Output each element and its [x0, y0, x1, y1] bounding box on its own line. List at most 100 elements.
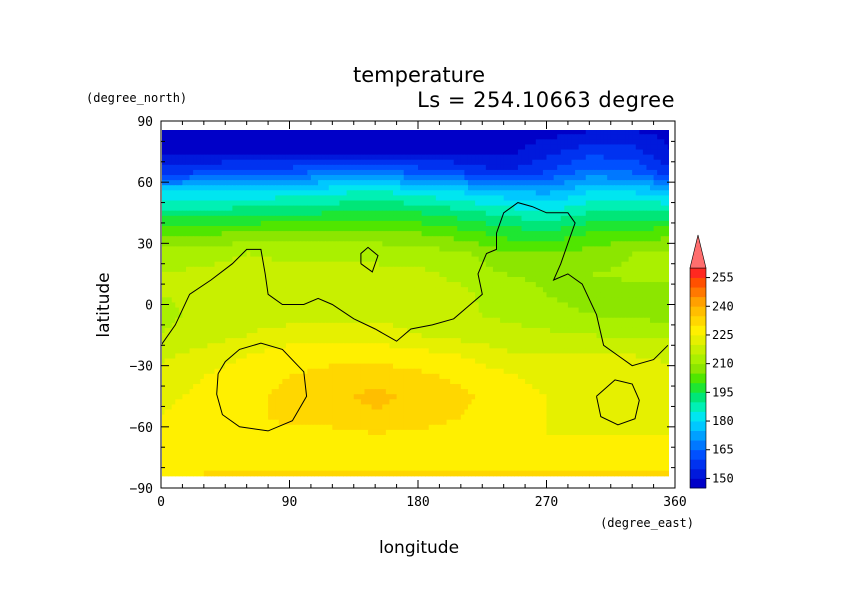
heatmap-cell [243, 287, 248, 293]
heatmap-cell [625, 175, 630, 181]
heatmap-cell [428, 251, 433, 258]
heatmap-cell [503, 231, 508, 237]
heatmap-cell [410, 276, 416, 283]
heatmap-cell [310, 154, 316, 161]
heatmap-cell [207, 185, 212, 191]
heatmap-cell [353, 256, 358, 263]
heatmap-cell [182, 190, 187, 197]
heatmap-cell [510, 175, 515, 181]
heatmap-cell [325, 149, 330, 156]
heatmap-cell [589, 210, 594, 217]
heatmap-cell [571, 180, 576, 186]
heatmap-cell [432, 205, 437, 212]
heatmap-cell [285, 266, 291, 273]
heatmap-cell [246, 154, 251, 161]
heatmap-cell [314, 164, 319, 171]
heatmap-cell [617, 287, 623, 293]
heatmap-cell [214, 282, 219, 288]
heatmap-cell [603, 231, 608, 237]
heatmap-cell [425, 164, 430, 171]
heatmap-cell [382, 266, 387, 273]
heatmap-cell [260, 169, 266, 176]
heatmap-cell [557, 302, 562, 309]
heatmap-cell [410, 185, 416, 191]
heatmap-cell [535, 287, 540, 293]
heatmap-cell [285, 149, 291, 156]
heatmap-cell [582, 297, 587, 304]
heatmap-cell [318, 271, 323, 278]
heatmap-cell [271, 185, 276, 191]
heatmap-cell [393, 266, 398, 273]
heatmap-cell [243, 195, 248, 202]
heatmap-cell [650, 256, 655, 263]
heatmap-cell [350, 236, 355, 242]
heatmap-cell [382, 261, 387, 268]
heatmap-cell [514, 169, 519, 176]
heatmap-cell [607, 246, 612, 253]
heatmap-cell [235, 261, 241, 268]
heatmap-cell [414, 180, 419, 186]
heatmap-cell [203, 185, 208, 191]
heatmap-cell [325, 261, 330, 268]
heatmap-cell [578, 164, 583, 171]
heatmap-cell [275, 302, 280, 309]
heatmap-cell [321, 226, 326, 232]
heatmap-cell [471, 246, 476, 253]
heatmap-cell [592, 292, 598, 298]
heatmap-cell [346, 144, 351, 151]
heatmap-cell [464, 236, 469, 242]
heatmap-cell [628, 266, 633, 273]
heatmap-cell [268, 149, 273, 156]
heatmap-cell [360, 164, 366, 171]
heatmap-cell [442, 134, 448, 140]
heatmap-cell [339, 185, 344, 191]
heatmap-cell [385, 144, 391, 151]
heatmap-cell [296, 236, 301, 242]
heatmap-cell [567, 241, 573, 247]
heatmap-cell [485, 292, 490, 298]
heatmap-cell [575, 246, 580, 253]
heatmap-cell [628, 236, 633, 242]
heatmap-cell [614, 231, 619, 237]
heatmap-cell [432, 256, 437, 263]
heatmap-cell [210, 159, 216, 166]
heatmap-cell [200, 195, 205, 202]
heatmap-cell [485, 180, 490, 186]
heatmap-cell [632, 164, 637, 171]
heatmap-cell [360, 287, 366, 293]
heatmap-cell [553, 164, 558, 171]
heatmap-cell [632, 130, 637, 135]
heatmap-cell [596, 231, 601, 237]
heatmap-cell [357, 215, 362, 222]
heatmap-cell [496, 205, 501, 212]
heatmap-cell [525, 231, 530, 237]
heatmap-cell [664, 130, 669, 135]
heatmap-cell [396, 292, 401, 298]
heatmap-cell [218, 231, 223, 237]
heatmap-cell [189, 266, 194, 273]
heatmap-cell [260, 200, 266, 207]
heatmap-cell [425, 261, 430, 268]
heatmap-cell [435, 175, 441, 181]
heatmap-cell [560, 241, 565, 247]
heatmap-cell [560, 185, 565, 191]
heatmap-cell [307, 139, 312, 146]
heatmap-cell [328, 139, 333, 146]
heatmap-cell [500, 180, 505, 186]
heatmap-cell [596, 256, 601, 263]
heatmap-cell [235, 149, 241, 156]
heatmap-cell [617, 297, 623, 304]
heatmap-cell [218, 215, 223, 222]
heatmap-cell [646, 220, 651, 227]
heatmap-cell [435, 210, 441, 217]
heatmap-cell [203, 164, 208, 171]
heatmap-cell [485, 169, 490, 176]
heatmap-cell [542, 231, 548, 237]
heatmap-cell [228, 169, 233, 176]
heatmap-cell [357, 246, 362, 253]
heatmap-cell [175, 231, 180, 237]
heatmap-cell [621, 154, 626, 161]
heatmap-cell [268, 195, 273, 202]
heatmap-cell [243, 175, 248, 181]
heatmap-cell [507, 169, 512, 176]
